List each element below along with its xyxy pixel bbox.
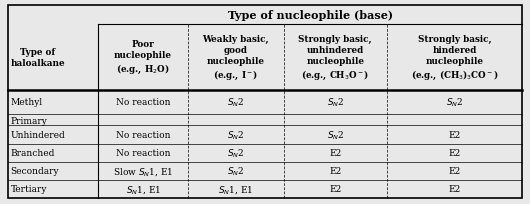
Text: No reaction: No reaction xyxy=(116,130,170,139)
Text: $S_N$1, E1: $S_N$1, E1 xyxy=(218,183,253,195)
Text: No reaction: No reaction xyxy=(116,148,170,157)
Text: $S_N$2: $S_N$2 xyxy=(446,96,463,109)
Text: $S_N$2: $S_N$2 xyxy=(326,96,344,109)
Text: Strongly basic,
hindered
nucleophile
(e.g., (CH$_3$)$_3$CO$^-$): Strongly basic, hindered nucleophile (e.… xyxy=(411,34,498,81)
Text: E2: E2 xyxy=(448,130,461,139)
Text: $S_N$2: $S_N$2 xyxy=(227,96,244,109)
Text: $S_N$2: $S_N$2 xyxy=(227,165,244,177)
Text: Weakly basic,
good
nucleophile
(e.g., I$^-$): Weakly basic, good nucleophile (e.g., I$… xyxy=(202,34,269,81)
Text: Poor
nucleophile
(e.g., H$_2$O): Poor nucleophile (e.g., H$_2$O) xyxy=(114,40,172,76)
Text: Slow $S_N$1, E1: Slow $S_N$1, E1 xyxy=(113,165,173,177)
Text: E2: E2 xyxy=(329,148,341,157)
Text: E2: E2 xyxy=(329,166,341,175)
Text: Tertiary: Tertiary xyxy=(11,184,47,193)
Text: $S_N$1, E1: $S_N$1, E1 xyxy=(126,183,161,195)
Text: $S_N$2: $S_N$2 xyxy=(326,129,344,141)
Text: Type of
haloalkane: Type of haloalkane xyxy=(11,48,65,68)
Text: Primary: Primary xyxy=(11,116,48,125)
Text: No reaction: No reaction xyxy=(116,98,170,107)
Text: E2: E2 xyxy=(448,184,461,193)
Text: Methyl: Methyl xyxy=(11,98,43,107)
Text: Branched: Branched xyxy=(11,148,55,157)
Text: $S_N$2: $S_N$2 xyxy=(227,147,244,159)
Text: E2: E2 xyxy=(448,166,461,175)
Text: E2: E2 xyxy=(448,148,461,157)
Text: $S_N$2: $S_N$2 xyxy=(227,129,244,141)
Text: Strongly basic,
unhindered
nucleophile
(e.g., CH$_3$O$^-$): Strongly basic, unhindered nucleophile (… xyxy=(298,34,372,81)
Text: Secondary: Secondary xyxy=(11,166,59,175)
Text: Unhindered: Unhindered xyxy=(11,130,65,139)
Text: E2: E2 xyxy=(329,184,341,193)
Text: Type of nucleophile (base): Type of nucleophile (base) xyxy=(227,10,393,21)
